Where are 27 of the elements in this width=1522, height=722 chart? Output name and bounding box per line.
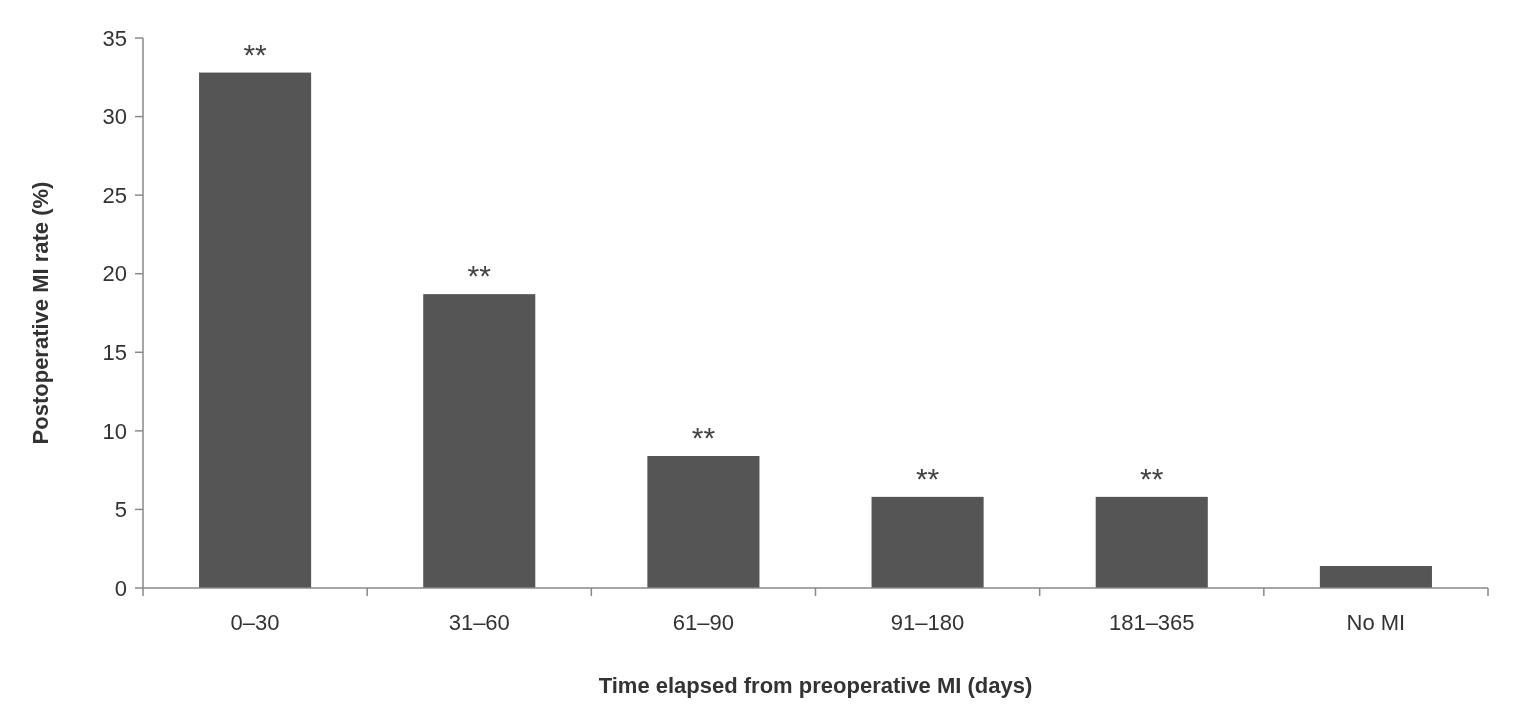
bar bbox=[1095, 496, 1208, 588]
y-tick-label: 35 bbox=[102, 25, 127, 51]
x-tick-label: 61–90 bbox=[672, 610, 735, 635]
y-tick-label: 5 bbox=[114, 497, 127, 523]
x-tick-label: 91–180 bbox=[890, 610, 965, 635]
annotation: ** bbox=[691, 421, 716, 454]
x-axis-title: Time elapsed from preoperative MI (days) bbox=[598, 673, 1033, 698]
bar bbox=[1319, 566, 1432, 588]
annotation: ** bbox=[915, 461, 940, 495]
bar bbox=[423, 294, 536, 588]
annotation: ** bbox=[243, 37, 268, 71]
x-tick-label: 31–60 bbox=[448, 610, 510, 635]
annotation: ** bbox=[1140, 461, 1164, 495]
annotation: ** bbox=[467, 259, 492, 293]
x-tick-label: 181–365 bbox=[1108, 610, 1195, 635]
y-tick-label: 15 bbox=[102, 339, 127, 365]
x-tick-label: No MI bbox=[1346, 610, 1406, 635]
x-tick-label: 0–30 bbox=[230, 610, 280, 635]
y-tick-label: 10 bbox=[102, 418, 127, 444]
bar bbox=[199, 72, 312, 588]
bar bbox=[647, 456, 760, 588]
y-tick-label: 25 bbox=[102, 182, 127, 208]
bar bbox=[871, 496, 984, 588]
y-axis-title: Postoperative MI rate (%) bbox=[28, 181, 53, 445]
y-tick-label: 30 bbox=[102, 104, 127, 130]
y-tick-label: 0 bbox=[114, 575, 127, 601]
y-tick-label: 20 bbox=[102, 261, 127, 287]
